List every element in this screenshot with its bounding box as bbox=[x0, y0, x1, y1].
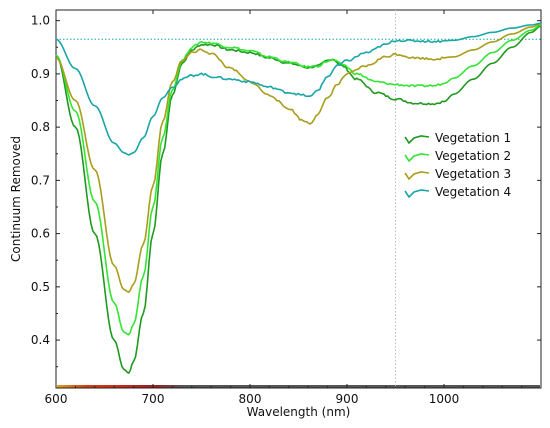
spectrum-band bbox=[57, 385, 540, 388]
legend-item-3: Vegetation 3 bbox=[404, 167, 511, 181]
legend-swatch bbox=[404, 153, 430, 163]
x-axis-title: Wavelength (nm) bbox=[247, 405, 351, 419]
y-axis-ticks: 0.4 0.5 0.6 0.7 0.8 0.9 1.0 bbox=[31, 14, 541, 368]
y-tick-label: 0.7 bbox=[31, 173, 50, 187]
x-tick-label: 900 bbox=[336, 392, 359, 406]
legend-item-1: Vegetation 1 bbox=[404, 131, 511, 145]
x-tick-label: 1000 bbox=[429, 392, 460, 406]
legend-label: Vegetation 2 bbox=[435, 149, 511, 163]
legend-item-2: Vegetation 2 bbox=[404, 149, 511, 163]
x-tick-label: 700 bbox=[142, 392, 165, 406]
y-tick-label: 1.0 bbox=[31, 14, 50, 28]
plot-area bbox=[55, 9, 542, 389]
y-axis-title: Continuum Removed bbox=[9, 136, 23, 262]
series-line-2 bbox=[55, 24, 542, 336]
legend-item-4: Vegetation 4 bbox=[404, 185, 511, 199]
legend-swatch bbox=[404, 189, 430, 199]
legend-swatch bbox=[404, 171, 430, 181]
x-axis-ticks: 600 700 800 900 1000 bbox=[45, 10, 523, 406]
series-line-4 bbox=[55, 22, 542, 156]
legend-label: Vegetation 4 bbox=[435, 185, 511, 199]
y-tick-label: 0.6 bbox=[31, 227, 50, 241]
y-tick-label: 0.9 bbox=[31, 67, 50, 81]
y-tick-label: 0.8 bbox=[31, 120, 50, 134]
x-tick-label: 800 bbox=[239, 392, 262, 406]
x-tick-label: 600 bbox=[45, 392, 68, 406]
legend-label: Vegetation 1 bbox=[435, 131, 511, 145]
reference-lines bbox=[56, 10, 541, 388]
y-tick-label: 0.4 bbox=[31, 333, 50, 347]
series-line-1 bbox=[55, 25, 542, 374]
legend: Vegetation 1 Vegetation 2 Vegetation 3 Vege… bbox=[404, 131, 511, 199]
legend-label: Vegetation 3 bbox=[435, 167, 511, 181]
legend-swatch bbox=[404, 135, 430, 145]
y-tick-label: 0.5 bbox=[31, 280, 50, 294]
series-lines bbox=[55, 22, 542, 374]
series-line-3 bbox=[55, 23, 542, 293]
